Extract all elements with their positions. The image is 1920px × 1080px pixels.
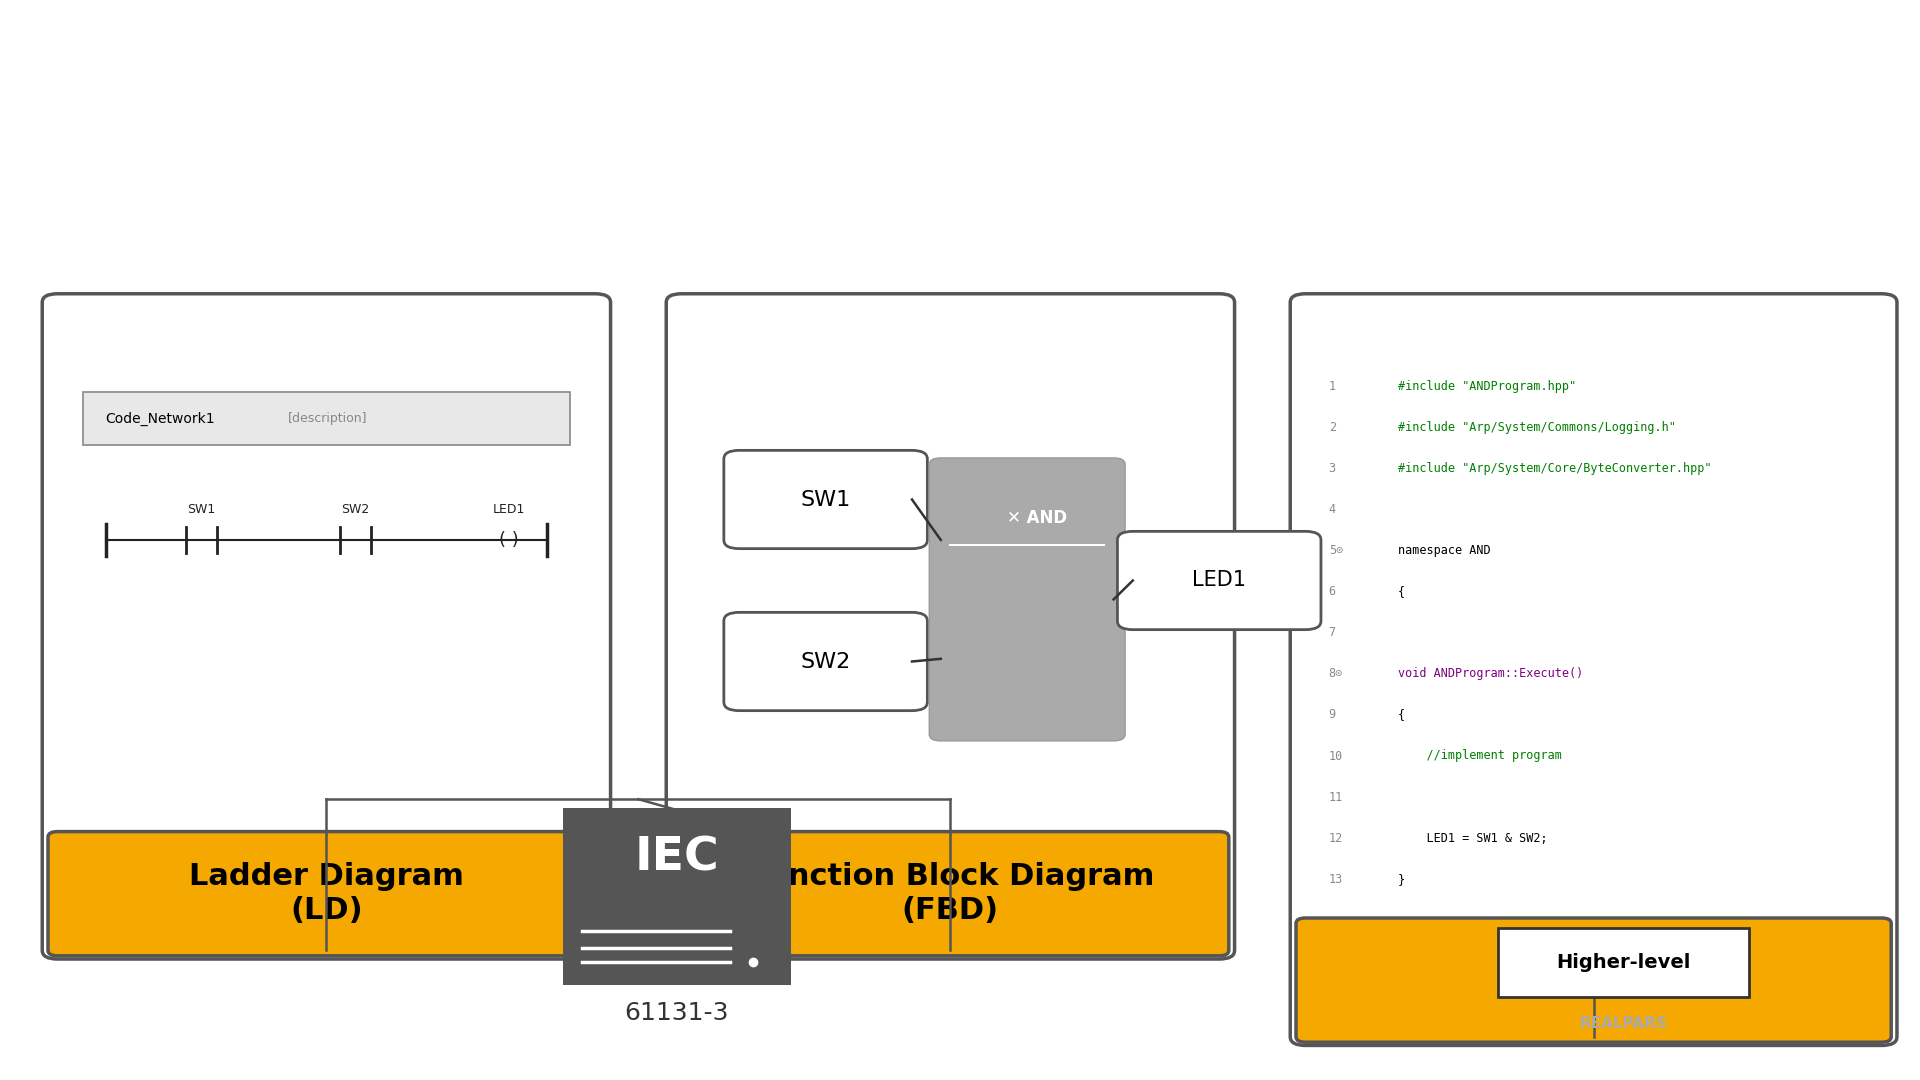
FancyBboxPatch shape [48,832,605,956]
Text: LED1: LED1 [1192,570,1246,591]
Text: [description]: [description] [288,411,367,426]
Text: IEC: IEC [634,836,720,881]
Text: namespace AND: namespace AND [1398,544,1490,557]
FancyBboxPatch shape [1296,918,1891,1042]
Text: SW1: SW1 [801,489,851,510]
Text: LED1 = SW1 & SW2;: LED1 = SW1 & SW2; [1398,832,1548,845]
Text: 6: 6 [1329,585,1336,598]
Text: Higher-level: Higher-level [1557,953,1690,972]
FancyBboxPatch shape [672,832,1229,956]
FancyBboxPatch shape [724,450,927,549]
Text: 1: 1 [1329,380,1336,393]
Text: ✕ AND: ✕ AND [1006,510,1068,527]
Text: Function Block Diagram
(FBD): Function Block Diagram (FBD) [747,863,1154,924]
Text: 12: 12 [1329,832,1342,845]
Text: {: { [1398,708,1405,721]
Text: 61131-3: 61131-3 [624,1001,730,1025]
Text: 5⊙: 5⊙ [1329,544,1342,557]
Text: #include "Arp/System/Core/ByteConverter.hpp": #include "Arp/System/Core/ByteConverter.… [1398,462,1711,475]
FancyBboxPatch shape [1290,294,1897,1045]
FancyBboxPatch shape [563,808,791,985]
FancyBboxPatch shape [42,294,611,959]
Text: #include "ANDProgram.hpp": #include "ANDProgram.hpp" [1398,380,1576,393]
Text: SW1: SW1 [188,503,215,516]
Text: {: { [1398,585,1405,598]
Text: Ladder Diagram
(LD): Ladder Diagram (LD) [188,863,465,924]
FancyBboxPatch shape [1498,928,1749,997]
Text: 10: 10 [1329,750,1342,762]
Text: }: } [1398,873,1405,886]
Text: Code_Network1: Code_Network1 [106,411,215,426]
FancyBboxPatch shape [1117,531,1321,630]
Text: 11: 11 [1329,791,1342,804]
Text: 8⊙: 8⊙ [1329,667,1342,680]
Text: REALPARS: REALPARS [1580,1016,1667,1031]
FancyBboxPatch shape [83,392,570,445]
Text: SW2: SW2 [801,651,851,672]
Text: 2: 2 [1329,421,1336,434]
Text: 4: 4 [1329,503,1336,516]
Text: 9: 9 [1329,708,1336,721]
FancyBboxPatch shape [666,294,1235,959]
Text: LED1: LED1 [493,503,524,516]
FancyBboxPatch shape [724,612,927,711]
Text: C++: C++ [1557,966,1630,995]
Text: 13: 13 [1329,873,1342,886]
FancyBboxPatch shape [929,458,1125,741]
Text: 7: 7 [1329,626,1336,639]
Text: void ANDProgram::Execute(): void ANDProgram::Execute() [1398,667,1582,680]
Text: ( ): ( ) [499,531,518,549]
Text: 3: 3 [1329,462,1336,475]
Text: SW2: SW2 [342,503,369,516]
Text: #include "Arp/System/Commons/Logging.h": #include "Arp/System/Commons/Logging.h" [1398,421,1676,434]
Text: //implement program: //implement program [1398,750,1561,762]
